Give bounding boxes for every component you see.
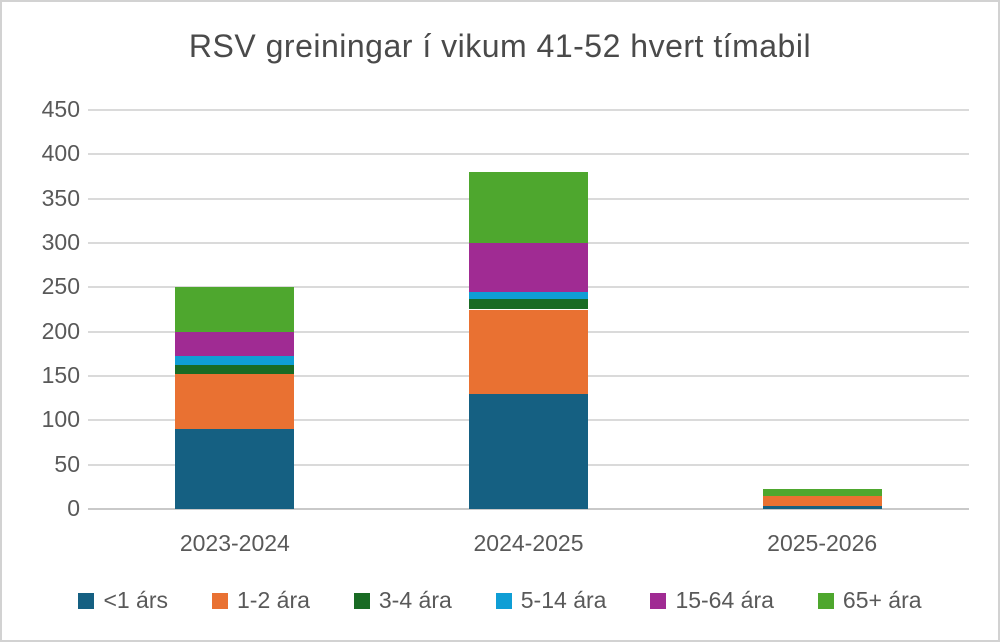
y-axis-tick-label: 100: [41, 406, 80, 433]
legend-swatch-icon: [78, 592, 95, 609]
y-axis-tick-label: 400: [41, 140, 80, 167]
legend-item-label: 15-64 ára: [675, 587, 774, 613]
bar-segment-1-2-ra: [175, 374, 295, 430]
bar-segment--1-rs: [762, 506, 882, 509]
legend: <1 árs 1-2 ára 3-4 ára 5-14 ára 15-64 ára 65+…: [2, 587, 998, 614]
y-axis-tick-label: 350: [41, 184, 80, 211]
bar-segment-5-14-ra: [469, 291, 588, 299]
legend-item--1-rs: <1 árs: [78, 587, 168, 614]
legend-swatch-icon: [353, 592, 370, 609]
y-axis-tick-label: 250: [41, 273, 80, 300]
x-axis-category-label: 2025-2026: [767, 530, 878, 556]
bar-segment-65-ra: [175, 287, 295, 332]
bar-segment-3-4-ra: [175, 365, 295, 375]
legend-item-15-64-ra: 15-64 ára: [650, 587, 774, 614]
legend-item-label: 3-4 ára: [378, 587, 452, 613]
y-axis-tick-label: 50: [54, 450, 80, 477]
gridline: [88, 109, 969, 111]
bar-segment-15-64-ra: [175, 331, 295, 357]
bar-segment--1-rs: [175, 429, 295, 509]
bar-segment--1-rs: [469, 393, 588, 509]
y-axis-tick-label: 150: [41, 362, 80, 388]
gridline: [88, 153, 969, 156]
y-axis-tick-label: 200: [41, 317, 80, 344]
y-axis-tick-label: 450: [41, 96, 80, 122]
legend-item-5-14-ra: 5-14 ára: [495, 587, 607, 614]
x-axis-category-label: 2024-2025: [473, 530, 584, 556]
bar-segment-1-2-ra: [762, 495, 882, 507]
bar-segment-1-2-ra: [469, 309, 588, 394]
bar-segment-65-ra: [762, 488, 882, 496]
legend-swatch-icon: [212, 592, 229, 609]
legend-item-label: 5-14 ára: [520, 587, 607, 613]
y-axis-tick-label: 0: [67, 495, 80, 521]
bar-segment-15-64-ra: [469, 243, 588, 292]
legend-item-label: 65+ ára: [842, 587, 922, 613]
legend-item-1-2-ra: 1-2 ára: [212, 587, 310, 614]
legend-swatch-icon: [495, 592, 512, 609]
legend-item-65-ra: 65+ ára: [817, 587, 922, 614]
bar-segment-5-14-ra: [175, 356, 295, 366]
x-axis-category-label: 2023-2024: [179, 530, 290, 556]
bar-segment-3-4-ra: [469, 298, 588, 310]
bar-segment-65-ra: [469, 172, 588, 243]
legend-item-3-4-ra: 3-4 ára: [353, 587, 452, 614]
x-axis-line: [88, 508, 969, 510]
legend-item-label: <1 árs: [103, 587, 169, 613]
chart-title: RSV greiningar í vikum 41-52 hvert tímab…: [188, 28, 812, 64]
y-axis-tick-label: 300: [41, 229, 80, 255]
legend-swatch-icon: [817, 592, 834, 609]
legend-item-label: 1-2 ára: [237, 587, 310, 613]
legend-swatch-icon: [650, 592, 667, 609]
